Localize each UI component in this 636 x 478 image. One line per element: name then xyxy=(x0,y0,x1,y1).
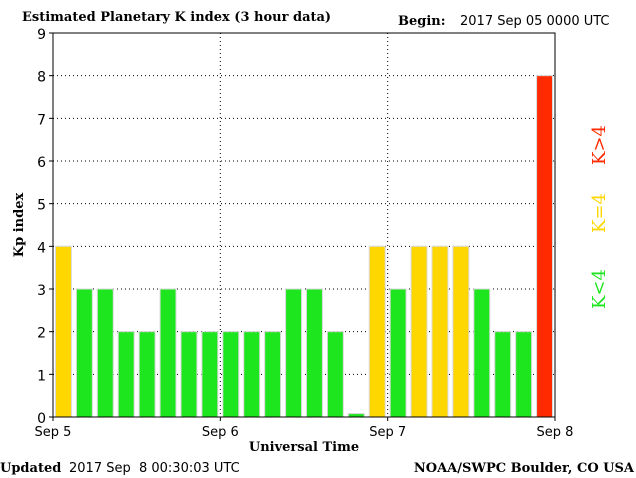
kp-bar xyxy=(201,331,219,418)
begin-label: Begin: xyxy=(398,14,446,29)
y-tick-label: 5 xyxy=(37,198,46,214)
kp-bar xyxy=(347,413,365,418)
kp-bar xyxy=(96,288,114,418)
kp-bar xyxy=(473,288,491,418)
kp-bar xyxy=(452,245,470,418)
legend-k-above-4: K>4 xyxy=(589,125,610,165)
x-tick-label: Sep 5 xyxy=(35,425,72,440)
kp-bar xyxy=(117,331,135,418)
legend-k-equal-4: K=4 xyxy=(589,193,610,233)
kp-bar xyxy=(410,245,428,418)
kp-bar xyxy=(138,331,156,418)
plot-frame xyxy=(52,32,556,418)
y-tick-label: 0 xyxy=(37,411,46,427)
y-axis-label: Kp index xyxy=(12,193,27,258)
kp-bar xyxy=(75,288,93,418)
kp-bar xyxy=(285,288,303,418)
kp-bar xyxy=(515,331,533,418)
updated-value: 2017 Sep 8 00:30:03 UTC xyxy=(69,461,240,476)
kp-bar xyxy=(264,331,282,418)
x-tick-label: Sep 8 xyxy=(537,425,574,440)
grid xyxy=(53,33,555,417)
legend-k-below-4: K<4 xyxy=(589,269,610,309)
y-tick-label: 9 xyxy=(37,27,46,43)
kp-bar xyxy=(55,245,72,418)
x-tick-label: Sep 7 xyxy=(369,425,406,440)
kp-bar xyxy=(536,75,553,418)
y-tick-label: 2 xyxy=(37,326,46,342)
kp-bar xyxy=(326,331,344,418)
y-axis-ticks: 0 1 2 3 4 5 6 7 8 9 xyxy=(37,27,53,427)
y-tick-label: 3 xyxy=(37,283,46,299)
kp-bar xyxy=(243,331,261,418)
kp-bar xyxy=(368,245,386,418)
kp-bar xyxy=(431,245,449,418)
kp-bar xyxy=(222,331,240,418)
chart-title: Estimated Planetary K index (3 hour data… xyxy=(22,10,331,25)
kp-bar xyxy=(159,288,177,418)
updated-label: Updated xyxy=(0,461,61,476)
y-tick-label: 7 xyxy=(37,112,46,128)
kp-bar xyxy=(180,331,198,418)
x-axis-label: Universal Time xyxy=(249,440,359,455)
kp-bar xyxy=(389,288,407,418)
y-tick-label: 4 xyxy=(37,240,46,256)
credit-text: NOAA/SWPC Boulder, CO USA xyxy=(414,461,635,476)
y-tick-label: 6 xyxy=(37,155,46,171)
x-tick-label: Sep 6 xyxy=(202,425,239,440)
x-axis-ticks: Sep 5 Sep 6 Sep 7 Sep 8 xyxy=(35,417,574,440)
begin-value: 2017 Sep 05 0000 UTC xyxy=(460,14,610,29)
y-tick-label: 8 xyxy=(37,70,46,86)
kp-bar xyxy=(494,331,512,418)
y-tick-label: 1 xyxy=(37,368,46,384)
kp-bar xyxy=(306,288,323,418)
